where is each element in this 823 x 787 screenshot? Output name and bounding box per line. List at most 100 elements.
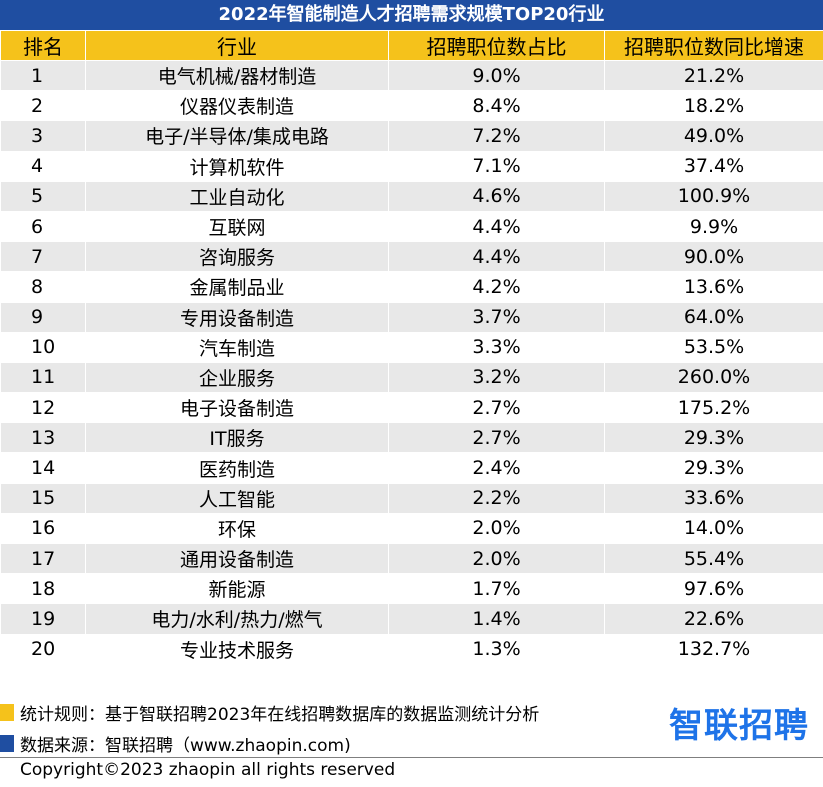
growth-cell: 14.0% <box>604 512 823 545</box>
table-row: 4 计算机软件 7.1% 37.4% <box>0 150 823 182</box>
share-cell: 4.4% <box>388 210 605 243</box>
growth-cell: 53.5% <box>604 331 823 363</box>
share-cell: 4.2% <box>388 271 605 303</box>
rank-cell: 20 <box>0 633 86 665</box>
ranking-table: 排名 行业 招聘职位数占比 招聘职位数同比增速 1 电气机械/器材制造 9.0% 21… <box>0 30 823 665</box>
table-row: 15 人工智能 2.2% 33.6% <box>0 482 823 514</box>
industry-cell: 专用设备制造 <box>85 301 389 333</box>
table-row: 8 金属制品业 4.2% 13.6% <box>0 271 823 303</box>
table-header-row: 排名 行业 招聘职位数占比 招聘职位数同比增速 <box>0 30 823 61</box>
industry-cell: 工业自动化 <box>85 180 389 212</box>
growth-cell: 13.6% <box>604 271 823 303</box>
page-title: 2022年智能制造人才招聘需求规模TOP20行业 <box>0 0 823 30</box>
table-row: 7 咨询服务 4.4% 90.0% <box>0 241 823 273</box>
share-cell: 2.0% <box>388 512 605 545</box>
table-row: 20 专业技术服务 1.3% 132.7% <box>0 633 823 665</box>
table-row: 12 电子设备制造 2.7% 175.2% <box>0 392 823 424</box>
industry-cell: 汽车制造 <box>85 331 389 363</box>
table-row: 18 新能源 1.7% 97.6% <box>0 573 823 605</box>
rank-cell: 3 <box>0 120 86 152</box>
table-row: 5 工业自动化 4.6% 100.9% <box>0 180 823 212</box>
growth-cell: 49.0% <box>604 120 823 152</box>
table-row: 3 电子/半导体/集成电路 7.2% 49.0% <box>0 120 823 152</box>
table-row: 19 电力/水利/热力/燃气 1.4% 22.6% <box>0 603 823 635</box>
rank-cell: 14 <box>0 452 86 484</box>
industry-cell: 计算机软件 <box>85 150 389 182</box>
table-body: 1 电气机械/器材制造 9.0% 21.2% 2 仪器仪表制造 8.4% 18.2% 3 电子/半… <box>0 59 823 665</box>
copyright-text: Copyright©2023 zhaopin all rights reserv… <box>20 760 396 780</box>
header-growth: 招聘职位数同比增速 <box>604 30 823 61</box>
rank-cell: 15 <box>0 482 86 514</box>
table-row: 10 汽车制造 3.3% 53.5% <box>0 331 823 363</box>
table-row: 13 IT服务 2.7% 29.3% <box>0 422 823 454</box>
share-cell: 3.2% <box>388 361 605 394</box>
rank-cell: 17 <box>0 542 86 575</box>
table-row: 11 企业服务 3.2% 260.0% <box>0 361 823 394</box>
table-row: 14 医药制造 2.4% 29.3% <box>0 452 823 484</box>
growth-cell: 97.6% <box>604 573 823 605</box>
statistics-rule-note: 统计规则：基于智联招聘2023年在线招聘数据库的数据监测统计分析 <box>0 700 539 725</box>
share-cell: 7.1% <box>388 150 605 182</box>
footer-divider <box>0 757 823 758</box>
share-cell: 2.0% <box>388 542 605 575</box>
rank-cell: 9 <box>0 301 86 333</box>
growth-cell: 260.0% <box>604 361 823 394</box>
share-cell: 7.2% <box>388 120 605 152</box>
rank-cell: 16 <box>0 512 86 545</box>
growth-cell: 29.3% <box>604 452 823 484</box>
table-row: 6 互联网 4.4% 9.9% <box>0 210 823 243</box>
rank-cell: 5 <box>0 180 86 212</box>
industry-cell: 咨询服务 <box>85 241 389 273</box>
rank-cell: 1 <box>0 59 86 92</box>
growth-cell: 33.6% <box>604 482 823 514</box>
blue-square-marker <box>0 735 14 752</box>
industry-cell: 医药制造 <box>85 452 389 484</box>
growth-cell: 9.9% <box>604 210 823 243</box>
rank-cell: 11 <box>0 361 86 394</box>
rank-cell: 12 <box>0 392 86 424</box>
header-industry: 行业 <box>85 30 389 61</box>
table-row: 2 仪器仪表制造 8.4% 18.2% <box>0 90 823 122</box>
table-row: 1 电气机械/器材制造 9.0% 21.2% <box>0 59 823 92</box>
rank-cell: 19 <box>0 603 86 635</box>
industry-cell: 环保 <box>85 512 389 545</box>
industry-cell: 仪器仪表制造 <box>85 90 389 122</box>
share-cell: 2.2% <box>388 482 605 514</box>
share-cell: 2.7% <box>388 392 605 424</box>
industry-cell: 通用设备制造 <box>85 542 389 575</box>
table-row: 17 通用设备制造 2.0% 55.4% <box>0 542 823 575</box>
growth-cell: 100.9% <box>604 180 823 212</box>
share-cell: 2.7% <box>388 422 605 454</box>
zhaopin-logo: 智联招聘 <box>669 706 809 746</box>
share-cell: 1.4% <box>388 603 605 635</box>
share-cell: 1.7% <box>388 573 605 605</box>
rank-cell: 18 <box>0 573 86 605</box>
growth-cell: 175.2% <box>604 392 823 424</box>
growth-cell: 21.2% <box>604 59 823 92</box>
rank-cell: 8 <box>0 271 86 303</box>
industry-cell: 电子设备制造 <box>85 392 389 424</box>
industry-cell: 专业技术服务 <box>85 633 389 665</box>
growth-cell: 22.6% <box>604 603 823 635</box>
industry-cell: 互联网 <box>85 210 389 243</box>
header-share: 招聘职位数占比 <box>388 30 605 61</box>
industry-cell: 电气机械/器材制造 <box>85 59 389 92</box>
share-cell: 3.3% <box>388 331 605 363</box>
yellow-square-marker <box>0 704 14 721</box>
growth-cell: 37.4% <box>604 150 823 182</box>
industry-cell: IT服务 <box>85 422 389 454</box>
share-cell: 8.4% <box>388 90 605 122</box>
industry-cell: 电力/水利/热力/燃气 <box>85 603 389 635</box>
share-cell: 2.4% <box>388 452 605 484</box>
industry-cell: 新能源 <box>85 573 389 605</box>
share-cell: 3.7% <box>388 301 605 333</box>
growth-cell: 64.0% <box>604 301 823 333</box>
industry-cell: 企业服务 <box>85 361 389 394</box>
growth-cell: 132.7% <box>604 633 823 665</box>
share-cell: 4.4% <box>388 241 605 273</box>
data-source-note: 数据来源：智联招聘（www.zhaopin.com) <box>0 731 351 756</box>
industry-cell: 金属制品业 <box>85 271 389 303</box>
rank-cell: 7 <box>0 241 86 273</box>
rank-cell: 13 <box>0 422 86 454</box>
table-row: 9 专用设备制造 3.7% 64.0% <box>0 301 823 333</box>
